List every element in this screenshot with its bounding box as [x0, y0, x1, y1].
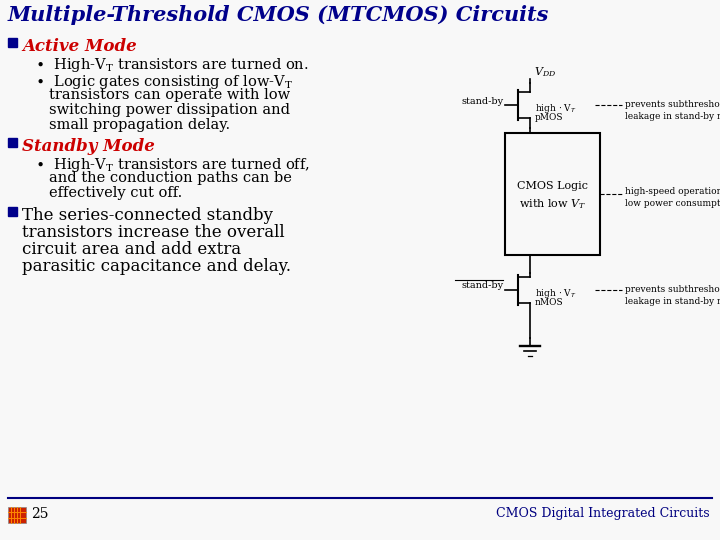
Text: with low $V_T$: with low $V_T$	[519, 197, 586, 211]
Text: stand-by: stand-by	[462, 97, 504, 105]
Text: high-speed operation with: high-speed operation with	[625, 187, 720, 196]
Text: and the conduction paths can be: and the conduction paths can be	[49, 171, 292, 185]
Text: low power consumption: low power consumption	[625, 199, 720, 208]
Text: small propagation delay.: small propagation delay.	[49, 118, 230, 132]
Bar	[8, 138, 17, 147]
Text: $V_{DD}$: $V_{DD}$	[534, 65, 557, 79]
Text: $\bullet$  High-$\mathregular{V_T}$ transistors are turned off,: $\bullet$ High-$\mathregular{V_T}$ trans…	[35, 156, 310, 174]
Text: prevents subthreshold: prevents subthreshold	[625, 100, 720, 109]
Bar	[8, 38, 17, 47]
Text: $\bullet$  Logic gates consisting of low-$\mathregular{V_T}$: $\bullet$ Logic gates consisting of low-…	[35, 73, 293, 91]
Text: Multiple-Threshold CMOS (MTCMOS) Circuits: Multiple-Threshold CMOS (MTCMOS) Circuit…	[8, 5, 549, 25]
Text: circuit area and add extra: circuit area and add extra	[22, 241, 241, 258]
Bar	[505, 133, 600, 255]
Text: Standby Mode: Standby Mode	[22, 138, 155, 155]
Text: nMOS: nMOS	[535, 298, 564, 307]
Text: stand-by: stand-by	[462, 281, 504, 291]
Text: effectively cut off.: effectively cut off.	[49, 186, 182, 200]
Text: transistors can operate with low: transistors can operate with low	[49, 88, 290, 102]
Text: 25: 25	[31, 507, 48, 521]
Bar	[8, 207, 17, 216]
Text: high $\cdot$ V$_T$: high $\cdot$ V$_T$	[535, 102, 577, 115]
Text: leakage in stand-by mode: leakage in stand-by mode	[625, 297, 720, 306]
Text: high $\cdot$ V$_T$: high $\cdot$ V$_T$	[535, 287, 577, 300]
Text: pMOS: pMOS	[535, 113, 564, 122]
Text: leakage in stand-by mode: leakage in stand-by mode	[625, 112, 720, 121]
Text: parasitic capacitance and delay.: parasitic capacitance and delay.	[22, 258, 291, 275]
Text: The series-connected standby: The series-connected standby	[22, 207, 273, 224]
Text: switching power dissipation and: switching power dissipation and	[49, 103, 290, 117]
Text: $\bullet$  High-$\mathregular{V_T}$ transistors are turned on.: $\bullet$ High-$\mathregular{V_T}$ trans…	[35, 56, 309, 74]
Text: prevents subthreshold: prevents subthreshold	[625, 285, 720, 294]
Text: CMOS Logic: CMOS Logic	[517, 181, 588, 191]
Text: CMOS Digital Integrated Circuits: CMOS Digital Integrated Circuits	[496, 507, 710, 520]
Text: transistors increase the overall: transistors increase the overall	[22, 224, 284, 241]
FancyBboxPatch shape	[8, 507, 26, 523]
Text: Active Mode: Active Mode	[22, 38, 137, 55]
